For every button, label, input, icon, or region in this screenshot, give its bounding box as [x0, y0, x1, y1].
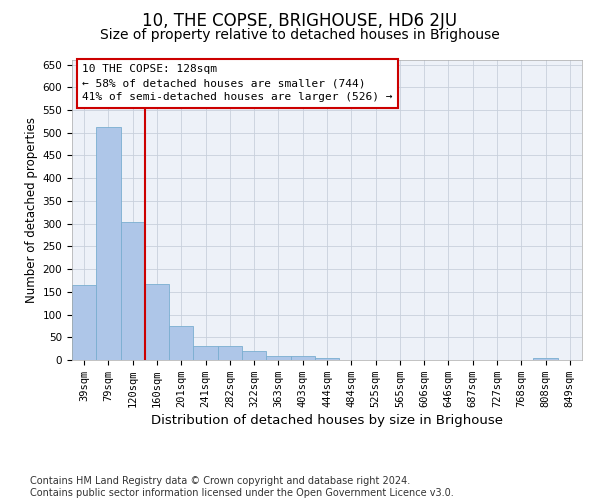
Bar	[290, 356, 315, 360]
Bar	[242, 351, 266, 360]
Bar	[533, 358, 558, 360]
Bar	[96, 127, 121, 360]
Text: Size of property relative to detached houses in Brighouse: Size of property relative to detached ho…	[100, 28, 500, 42]
Y-axis label: Number of detached properties: Number of detached properties	[25, 117, 38, 303]
Bar	[315, 358, 339, 360]
Text: 10, THE COPSE, BRIGHOUSE, HD6 2JU: 10, THE COPSE, BRIGHOUSE, HD6 2JU	[142, 12, 458, 30]
Bar	[121, 222, 145, 360]
Bar	[266, 356, 290, 360]
Bar	[218, 346, 242, 360]
Bar	[193, 346, 218, 360]
Text: 10 THE COPSE: 128sqm
← 58% of detached houses are smaller (744)
41% of semi-deta: 10 THE COPSE: 128sqm ← 58% of detached h…	[82, 64, 392, 102]
Bar	[145, 284, 169, 360]
Bar	[169, 326, 193, 360]
Text: Contains HM Land Registry data © Crown copyright and database right 2024.
Contai: Contains HM Land Registry data © Crown c…	[30, 476, 454, 498]
X-axis label: Distribution of detached houses by size in Brighouse: Distribution of detached houses by size …	[151, 414, 503, 427]
Bar	[72, 285, 96, 360]
